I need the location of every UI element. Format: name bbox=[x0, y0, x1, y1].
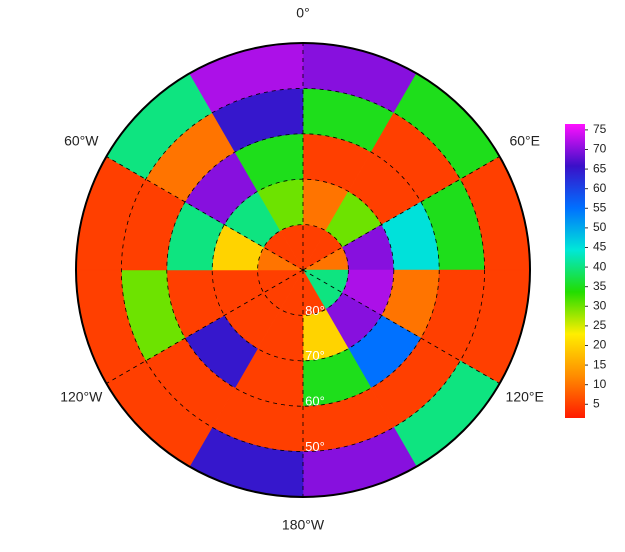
longitude-label: 60°W bbox=[64, 133, 99, 149]
colorbar-tick-label: 10 bbox=[593, 377, 607, 391]
latitude-label: 80° bbox=[305, 303, 325, 318]
meridian-line bbox=[302, 156, 500, 271]
colorbar-bar bbox=[565, 124, 585, 418]
colorbar-tick-label: 25 bbox=[593, 318, 607, 332]
latitude-label: 70° bbox=[305, 348, 325, 363]
colorbar-tick-label: 65 bbox=[593, 161, 607, 175]
latitude-label: 60° bbox=[305, 394, 325, 409]
colorbar-tick-label: 75 bbox=[593, 122, 607, 136]
longitude-label: 120°E bbox=[506, 389, 544, 405]
meridian-line bbox=[106, 156, 304, 271]
latitude-line bbox=[257, 224, 349, 316]
data-field bbox=[76, 43, 530, 497]
longitude-label: 180°W bbox=[282, 517, 325, 533]
longitude-label: 120°W bbox=[60, 389, 103, 405]
colorbar-tick-label: 60 bbox=[593, 181, 607, 195]
longitude-label: 60°E bbox=[509, 133, 540, 149]
labels: 80° 70° 60° 50° 0° 60°E 120°E 180°W 120°W 60°W bbox=[60, 5, 544, 533]
colorbar-tick-label: 70 bbox=[593, 142, 607, 156]
map-border bbox=[75, 42, 531, 498]
colorbar-tick-label: 30 bbox=[593, 298, 607, 312]
colorbar-tick-label: 40 bbox=[593, 259, 607, 273]
colorbar: 5 10 15 20 25 30 35 40 45 50 55 60 65 70 75 bbox=[565, 122, 607, 418]
colorbar-tick-label: 20 bbox=[593, 338, 607, 352]
latitude-label: 50° bbox=[305, 439, 325, 454]
colorbar-tick-label: 45 bbox=[593, 240, 607, 254]
colorbar-tick-label: 15 bbox=[593, 357, 607, 371]
colorbar-tick-label: 55 bbox=[593, 200, 607, 214]
longitude-label: 0° bbox=[296, 5, 309, 21]
latitude-line bbox=[120, 87, 486, 453]
meridian-line bbox=[302, 269, 500, 384]
colorbar-tick-label: 35 bbox=[593, 279, 607, 293]
meridian-line bbox=[106, 269, 304, 384]
colorbar-tick-label: 5 bbox=[593, 396, 600, 410]
graticule bbox=[106, 43, 500, 497]
colorbar-tick-label: 50 bbox=[593, 220, 607, 234]
